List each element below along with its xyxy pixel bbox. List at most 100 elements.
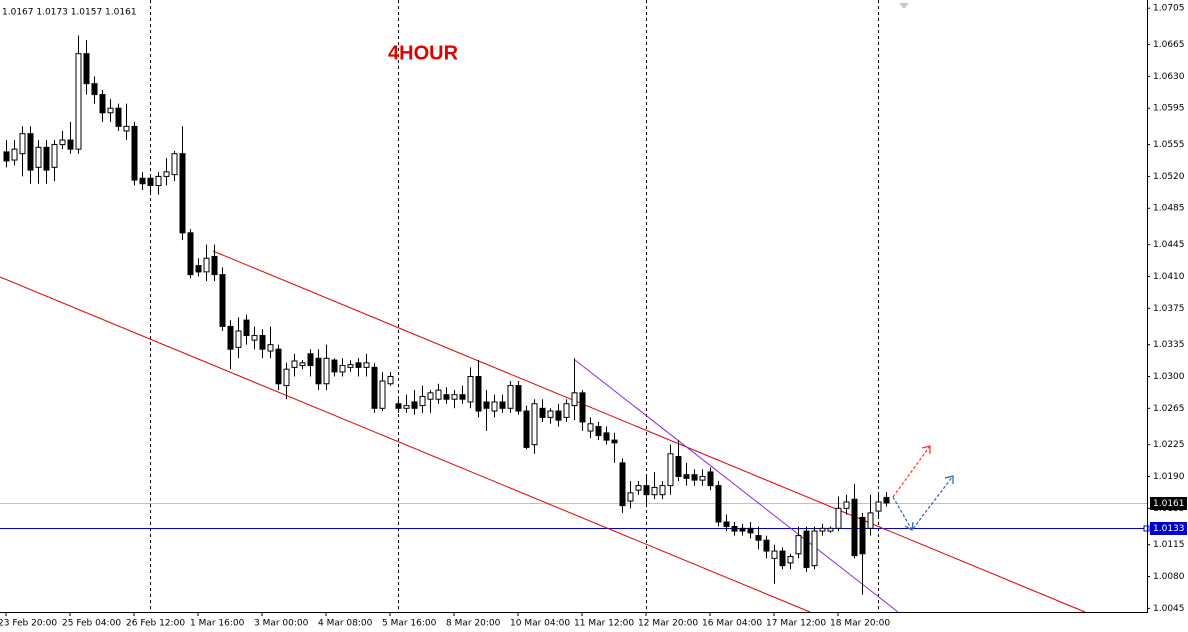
- candle-body: [643, 485, 650, 496]
- candle-body: [747, 527, 754, 534]
- x-tick-label: 3 Mar 00:00: [254, 619, 309, 629]
- candle-body: [867, 512, 874, 529]
- projection-arrows: [892, 445, 954, 532]
- x-tick-label: 5 Mar 16:00: [382, 619, 437, 629]
- candle-body: [483, 401, 490, 409]
- candle-body: [3, 151, 10, 162]
- x-tick-label: 25 Feb 04:00: [62, 619, 121, 629]
- candle-body: [179, 153, 186, 234]
- candle-body: [43, 146, 50, 171]
- candle-body: [691, 474, 698, 481]
- candle-body: [427, 392, 434, 400]
- candle-body: [515, 385, 522, 412]
- candle-body: [619, 462, 626, 507]
- channel-lower: [0, 276, 811, 613]
- candle-body: [755, 535, 762, 541]
- candle-body: [651, 486, 658, 496]
- candle-body: [331, 359, 338, 373]
- shift-marker: [899, 3, 909, 9]
- candle-body: [123, 125, 130, 132]
- arrow-head: [921, 445, 931, 454]
- candle-body: [139, 177, 146, 185]
- candle-body: [827, 527, 834, 532]
- candle-body: [59, 139, 66, 146]
- y-tick-label: 1.0485: [1153, 204, 1185, 214]
- candle-body: [571, 392, 578, 407]
- x-tick-label: 16 Mar 04:00: [702, 619, 762, 629]
- candle-body: [299, 362, 306, 367]
- y-tick-label: 1.0080: [1153, 572, 1185, 582]
- y-tick-label: 1.0555: [1153, 140, 1185, 150]
- price-label: 1.0133: [1153, 524, 1185, 534]
- candle-body: [779, 550, 786, 567]
- candle-body: [475, 375, 482, 412]
- candle-body: [859, 516, 866, 555]
- candle-body: [339, 365, 346, 373]
- candle-body: [411, 401, 418, 409]
- candle-body: [579, 392, 586, 423]
- candle-body: [267, 344, 274, 352]
- candle-body: [723, 521, 730, 528]
- candle-body: [787, 556, 794, 564]
- y-tick-label: 1.0630: [1153, 72, 1185, 82]
- candle-body: [187, 232, 194, 276]
- candle-body: [363, 362, 370, 368]
- candle-body: [443, 394, 450, 400]
- y-tick-label: 1.0520: [1153, 172, 1185, 182]
- candle-body: [875, 501, 882, 512]
- candle-body: [155, 175, 162, 187]
- candle-body: [523, 410, 530, 448]
- candle-body: [275, 348, 282, 385]
- candle-body: [307, 353, 314, 367]
- candle-body: [371, 366, 378, 409]
- x-tick-label: 10 Mar 04:00: [510, 619, 570, 629]
- candle-body: [243, 319, 250, 337]
- x-tick-label: 4 Mar 08:00: [318, 619, 373, 629]
- candles: [3, 35, 890, 595]
- candle-body: [835, 507, 842, 529]
- y-tick-label: 1.0335: [1153, 340, 1185, 350]
- y-tick-label: 1.0225: [1153, 440, 1185, 450]
- candle-body: [131, 125, 138, 181]
- candle-body: [635, 485, 642, 491]
- candle-body: [147, 177, 154, 187]
- candle-body: [315, 357, 322, 385]
- x-tick-label: 26 Feb 12:00: [126, 619, 185, 629]
- candle-body: [539, 407, 546, 418]
- candle-body: [555, 410, 562, 421]
- candle-body: [611, 439, 618, 444]
- trendline: [574, 359, 899, 613]
- candle-body: [219, 274, 226, 327]
- candle-body: [667, 453, 674, 487]
- candle-body: [195, 265, 202, 273]
- y-tick-label: 1.0595: [1153, 104, 1185, 114]
- candle-body: [675, 455, 682, 478]
- arrow-head: [904, 521, 914, 531]
- candle-body: [75, 53, 82, 150]
- candle-body: [83, 53, 90, 85]
- timeframe-annotation: 4HOUR: [388, 42, 459, 64]
- candle-body: [603, 432, 610, 441]
- arrow-up: [892, 445, 931, 498]
- candle-body: [403, 405, 410, 409]
- candle-body: [491, 401, 498, 412]
- candle-body: [251, 335, 258, 341]
- candle-body: [531, 403, 538, 446]
- x-tick-label: 8 Mar 20:00: [446, 619, 501, 629]
- candle-body: [563, 403, 570, 418]
- candle-body: [171, 153, 178, 176]
- x-tick-label: 1 Mar 16:00: [190, 619, 245, 629]
- candle-body: [795, 535, 802, 555]
- candle-body: [843, 501, 850, 509]
- line-marker: [1143, 525, 1150, 532]
- candle-body: [507, 385, 514, 409]
- candle-body: [379, 380, 386, 409]
- price-label: 1.0161: [1153, 499, 1185, 509]
- trendlines: [0, 250, 1086, 613]
- candle-body: [811, 530, 818, 567]
- candle-body: [227, 325, 234, 350]
- candle-body: [627, 492, 634, 502]
- price-axis-labels: 1.0705 1.0665 1.0630 1.0595 1.0555 1.0520 1.04…: [1147, 4, 1187, 614]
- candle-body: [19, 133, 26, 155]
- candle-body: [467, 375, 474, 403]
